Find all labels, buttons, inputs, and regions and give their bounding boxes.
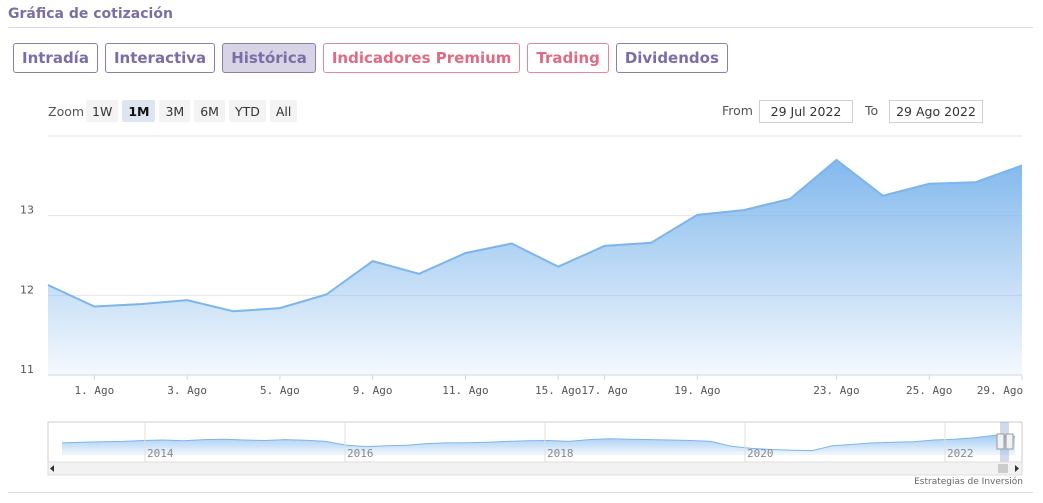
zoom-1w-button[interactable]: 1W xyxy=(86,100,119,122)
page-title: Gráfica de cotización xyxy=(8,6,173,22)
navigator-handle[interactable] xyxy=(996,433,1005,450)
tab-historica[interactable]: Histórica xyxy=(222,43,316,73)
x-tick-label: 23. Ago xyxy=(813,384,859,397)
x-tick-label: 17. Ago xyxy=(581,384,627,397)
from-label: From xyxy=(722,103,753,118)
scroll-left-arrow-icon[interactable] xyxy=(50,465,54,472)
zoom-all-button[interactable]: All xyxy=(269,100,298,122)
tab-indicadores-premium[interactable]: Indicadores Premium xyxy=(322,43,521,73)
credit-label: Estrategias de Inversión xyxy=(914,477,1023,487)
navigator[interactable]: 2014 2016 2018 2020 2022 xyxy=(47,421,1023,476)
navigator-line xyxy=(61,434,1016,452)
y-tick-label: 11 xyxy=(20,363,34,376)
zoom-1m-button[interactable]: 1M xyxy=(122,100,156,122)
zoom-ytd-button[interactable]: YTD xyxy=(228,100,266,122)
price-area xyxy=(48,159,1022,375)
navigator-handle[interactable] xyxy=(1005,433,1014,450)
price-chart[interactable]: 11 12 13 1. Ago 3. Ago 5. Ago 9. Ago 11. Ago 15… xyxy=(0,130,1043,482)
x-tick-label: 1. Ago xyxy=(75,384,115,397)
scrollbar-thumb[interactable] xyxy=(998,464,1008,473)
tab-trading[interactable]: Trading xyxy=(527,43,609,73)
price-line xyxy=(47,158,1023,313)
x-tick-label: 19. Ago xyxy=(674,384,720,397)
to-date-input[interactable]: 29 Ago 2022 xyxy=(889,100,983,123)
y-tick-label: 12 xyxy=(20,283,34,296)
y-tick-label: 13 xyxy=(20,204,34,217)
zoom-6m-button[interactable]: 6M xyxy=(194,100,225,122)
x-tick-label: 5. Ago xyxy=(260,384,300,397)
x-tick-label: 25. Ago xyxy=(906,384,952,397)
navigator-year-label: 2014 xyxy=(147,447,174,460)
from-date-input[interactable]: 29 Jul 2022 xyxy=(759,100,853,123)
navigator-year-label: 2020 xyxy=(747,447,774,460)
x-axis: 1. Ago 3. Ago 5. Ago 9. Ago 11. Ago 15. Ago 17… xyxy=(48,374,1023,397)
zoom-buttons: 1W 1M 3M 6M YTD All xyxy=(86,100,298,122)
navigator-year-label: 2018 xyxy=(547,447,574,460)
navigator-year-label: 2016 xyxy=(347,447,374,460)
x-tick-label: 11. Ago xyxy=(442,384,488,397)
chart-tabs: Intradía Interactiva Histórica Indicador… xyxy=(13,43,728,73)
y-axis: 11 12 13 xyxy=(20,204,34,376)
zoom-label: Zoom xyxy=(48,104,85,119)
x-tick-label: 9. Ago xyxy=(353,384,393,397)
title-divider xyxy=(8,27,1033,28)
tab-dividendos[interactable]: Dividendos xyxy=(615,43,728,73)
tab-interactiva[interactable]: Interactiva xyxy=(104,43,216,73)
zoom-3m-button[interactable]: 3M xyxy=(159,100,191,122)
x-tick-label: 15. Ago xyxy=(535,384,581,397)
scroll-right-arrow-icon[interactable] xyxy=(1015,465,1019,472)
footer-divider xyxy=(8,492,1033,493)
tab-intradia[interactable]: Intradía xyxy=(13,43,98,73)
navigator-scrollbar[interactable] xyxy=(47,461,1023,476)
to-label: To xyxy=(865,103,879,118)
navigator-year-label: 2022 xyxy=(947,447,974,460)
x-tick-label: 29. Ago xyxy=(977,384,1023,397)
x-tick-label: 3. Ago xyxy=(167,384,207,397)
